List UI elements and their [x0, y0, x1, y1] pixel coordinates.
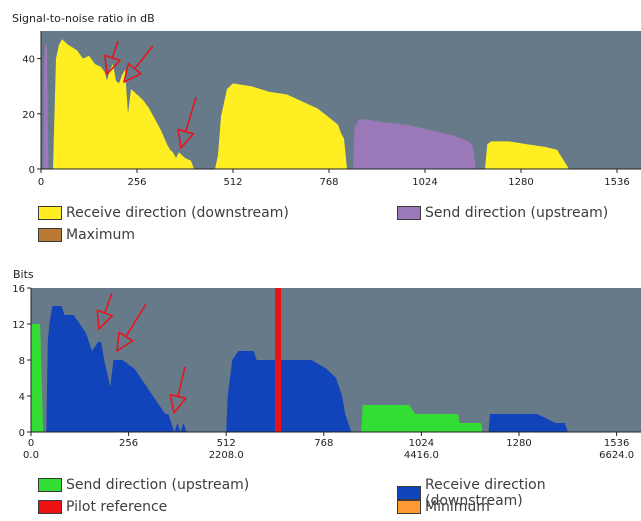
y-axis-title: Bits — [13, 268, 34, 281]
legend-label: Pilot reference — [66, 499, 168, 515]
arrow-shaft — [134, 45, 154, 70]
series-area-send-direction-upstream-2 — [353, 119, 476, 169]
legend-swatch — [397, 500, 421, 514]
legend-swatch — [38, 500, 62, 514]
x-tick-label: 1536 — [604, 438, 629, 449]
series-area-receive-direction-downstream-2 — [226, 351, 352, 432]
arrow-head — [96, 309, 114, 330]
legend-swatch — [38, 478, 62, 492]
series-area-receive-direction-downstream-1 — [53, 39, 194, 169]
y-tick-label: 4 — [19, 392, 25, 403]
x-tick-label: 512 — [217, 438, 236, 449]
arrow-shaft — [111, 40, 119, 59]
y-tick-label: 20 — [22, 110, 35, 121]
y-tick-label: 0 — [19, 428, 25, 439]
x-tick-label: 512 — [223, 177, 242, 188]
x-tick-label: 256 — [127, 177, 146, 188]
series-area-send-direction-upstream-1 — [31, 324, 44, 432]
legend-item-receive-downstream-1: Receive direction (downstream) — [38, 205, 289, 221]
series-area-receive-direction-downstream-3 — [485, 141, 569, 169]
legend-item-minimum: Minimum — [397, 499, 490, 515]
series-area-send-direction-upstream-1 — [43, 44, 49, 169]
legend-swatch — [397, 486, 421, 500]
x-secondary-tick-label: 4416.0 — [404, 450, 439, 461]
legend-item-maximum: Maximum — [38, 227, 135, 243]
arrow-head — [103, 54, 121, 75]
x-tick-label: 0 — [38, 177, 44, 188]
legend-label: Maximum — [66, 227, 135, 243]
series-area-send-direction-upstream-2 — [361, 405, 483, 432]
arrow-shaft — [185, 96, 197, 132]
y-tick-label: 40 — [22, 55, 35, 66]
series-area-receive-direction-downstream-1 — [46, 306, 187, 432]
legend-item-send-upstream-1: Send direction (upstream) — [397, 205, 608, 221]
x-tick-label: 1280 — [506, 438, 531, 449]
x-tick-label: 1280 — [508, 177, 533, 188]
x-tick-label: 1536 — [604, 177, 629, 188]
legend-item-pilot-reference: Pilot reference — [38, 499, 167, 515]
x-tick-label: 1024 — [412, 177, 437, 188]
x-secondary-tick-label: 0.0 — [23, 450, 39, 461]
series-area-receive-direction-downstream-2 — [215, 83, 347, 169]
arrow-shaft — [177, 366, 186, 397]
legend-item-send-upstream-2: Send direction (upstream) — [38, 477, 249, 493]
y-tick-label: 0 — [29, 165, 35, 176]
y-axis-title: Signal-to-noise ratio in dB — [12, 12, 155, 25]
x-tick-label: 1024 — [409, 438, 434, 449]
x-secondary-tick-label: 6624.0 — [599, 450, 634, 461]
x-tick-label: 256 — [119, 438, 138, 449]
legend-swatch — [397, 206, 421, 220]
arrow-shaft — [104, 292, 113, 314]
x-tick-label: 0 — [28, 438, 34, 449]
chart-2: Bits 0 4 8 12 16 0 256 512 768 1024 1280 1536 0.0 2208… — [12, 268, 641, 461]
y-tick-label: 8 — [19, 356, 25, 367]
legend-label: Minimum — [425, 499, 490, 515]
series-area-pilot-reference-1 — [275, 288, 282, 432]
arrow-head — [177, 128, 195, 149]
x-tick-label: 768 — [314, 438, 333, 449]
x-secondary-tick-label: 2208.0 — [209, 450, 244, 461]
y-tick-label: 16 — [12, 284, 25, 295]
legend-label: Send direction (upstream) — [425, 205, 609, 221]
arrow-shaft — [125, 303, 147, 337]
legend-swatch — [38, 206, 62, 220]
x-tick-label: 768 — [319, 177, 338, 188]
y-tick-label: 12 — [12, 320, 25, 331]
chart-1: Signal-to-noise ratio in dB 0 20 40 0 256 512 7… — [12, 12, 641, 188]
arrow-head — [169, 393, 187, 414]
legend-label: Receive direction (downstream) — [66, 205, 289, 221]
annotation-arrows — [96, 40, 197, 414]
arrow-head — [123, 62, 142, 83]
series-area-receive-direction-downstream-3 — [488, 414, 568, 432]
legend-item-receive-downstream-2: Receive direction (downstream) — [397, 477, 641, 509]
legend-swatch — [38, 228, 62, 242]
legend-label: Receive direction (downstream) — [425, 477, 546, 509]
legend-label: Send direction (upstream) — [66, 477, 250, 493]
arrow-head — [116, 331, 134, 352]
